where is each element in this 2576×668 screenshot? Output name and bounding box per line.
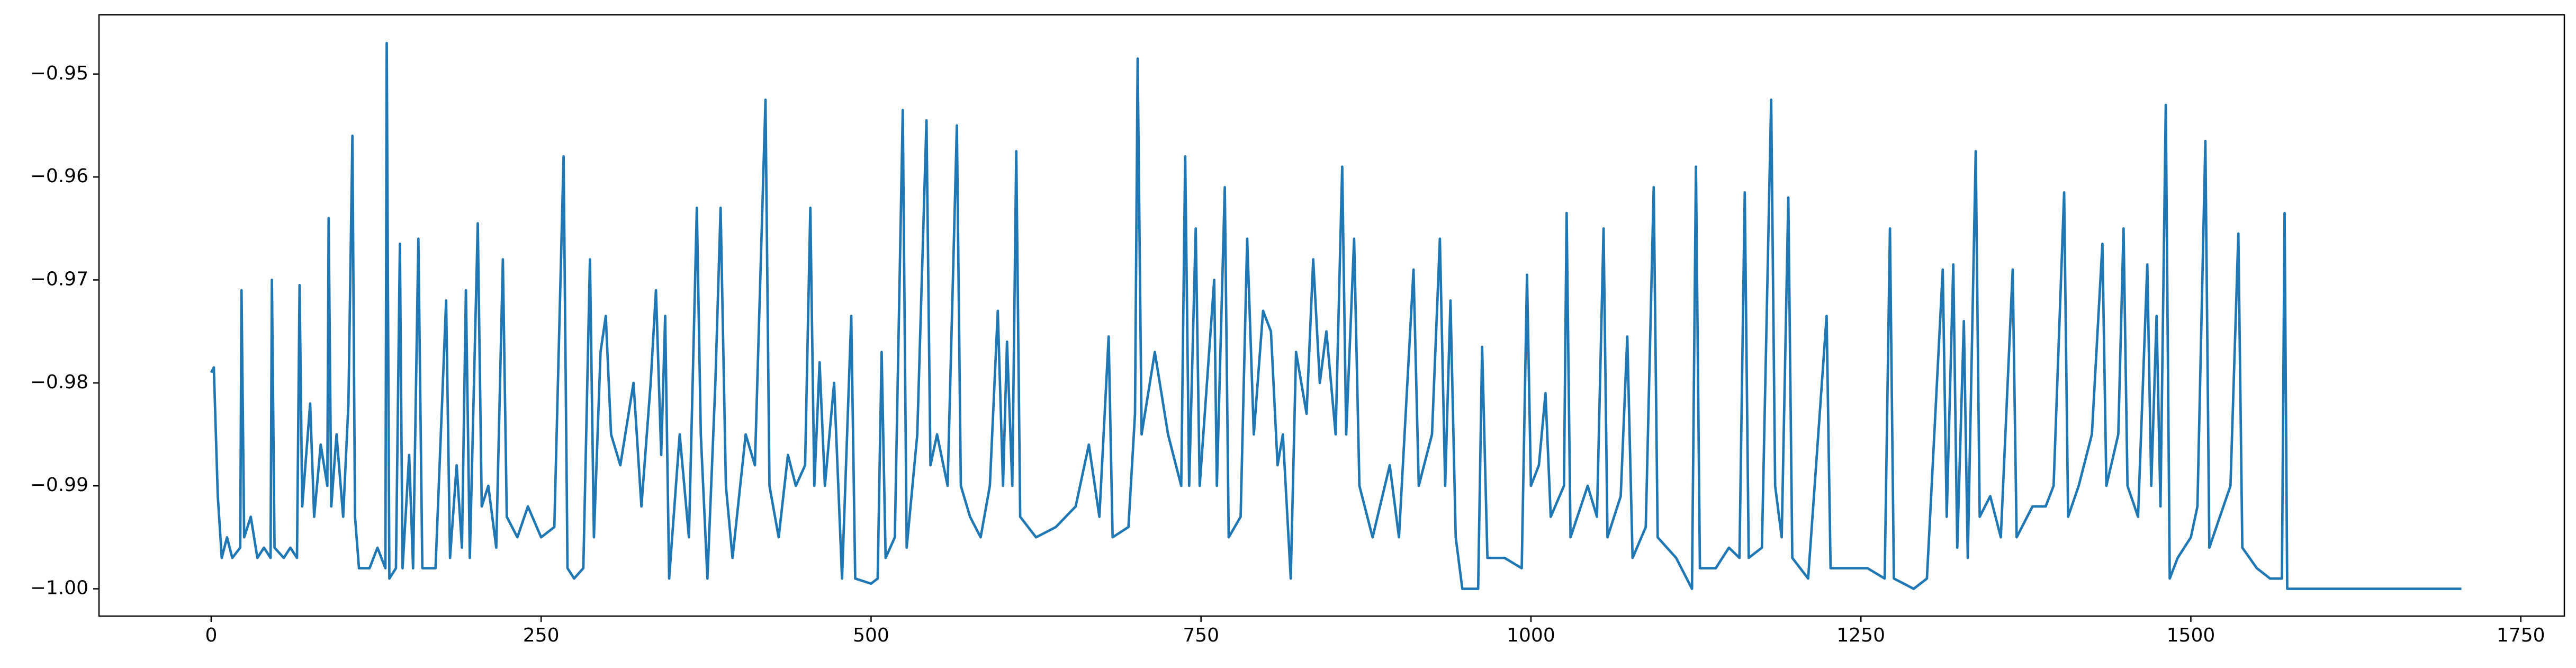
x-tick-label: 1500 — [2167, 625, 2215, 646]
x-tick-label: 1750 — [2497, 625, 2545, 646]
x-tick-label: 500 — [853, 625, 889, 646]
x-tick-label: 250 — [523, 625, 560, 646]
y-tick-label: −0.97 — [30, 268, 88, 290]
y-tick-label: −0.99 — [30, 474, 88, 496]
x-tick-label: 1000 — [1507, 625, 1555, 646]
x-tick-label: 0 — [205, 625, 217, 646]
plot-frame — [98, 14, 2565, 617]
y-tick-label: −1.00 — [30, 577, 88, 599]
x-tick-label: 750 — [1183, 625, 1219, 646]
x-tick-label: 1250 — [1836, 625, 1885, 646]
y-tick-label: −0.96 — [30, 165, 88, 187]
y-tick-label: −0.98 — [30, 371, 88, 393]
y-tick-label: −0.95 — [30, 63, 88, 84]
data-line — [210, 42, 2462, 590]
